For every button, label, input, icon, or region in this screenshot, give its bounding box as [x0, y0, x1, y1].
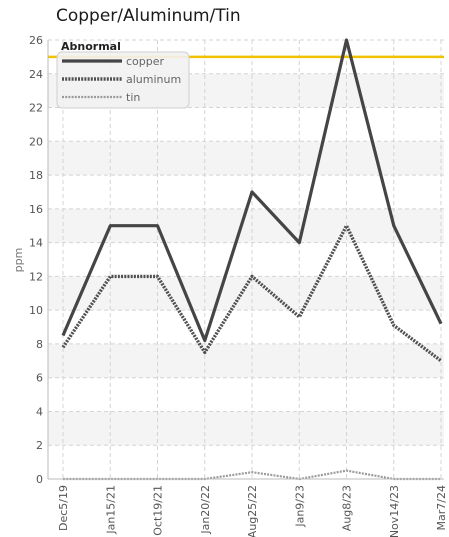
x-tick-label: Jan9/23 — [293, 485, 306, 528]
y-tick-label: 6 — [36, 372, 43, 385]
y-tick-label: 12 — [29, 270, 43, 283]
y-tick-label: 8 — [36, 338, 43, 351]
plot-background-bands — [48, 73, 444, 446]
legend[interactable]: Abnormal copper aluminum tin — [56, 40, 190, 109]
x-tick-label: Aug8/23 — [341, 485, 354, 531]
legend-label-aluminum: aluminum — [126, 73, 181, 86]
y-tick-label: 2 — [36, 439, 43, 452]
y-tick-label: 16 — [29, 203, 43, 216]
y-axis-title: ppm — [12, 248, 25, 273]
background-band — [48, 343, 444, 378]
legend-box — [56, 51, 190, 109]
y-tick-label: 20 — [29, 135, 43, 148]
x-tick-label: Nov14/23 — [388, 485, 401, 537]
x-tick-label: Jan20/22 — [199, 485, 212, 535]
y-tick-label: 4 — [36, 405, 43, 418]
background-band — [48, 141, 444, 176]
x-tick-label: Aug25/22 — [246, 485, 259, 537]
chart-title: Copper/Aluminum/Tin — [56, 6, 241, 26]
y-tick-label: 0 — [36, 473, 43, 486]
y-tick-label: 26 — [29, 34, 43, 47]
x-tick-labels: Dec5/19 Jan15/21 Oct19/21 Jan20/22 Aug25/22 J… — [57, 485, 448, 537]
y-tick-label: 14 — [29, 237, 43, 250]
y-tick-label: 24 — [29, 68, 43, 81]
x-tick-label: Oct19/21 — [152, 485, 165, 536]
background-band — [48, 411, 444, 446]
x-tick-label: Dec5/19 — [57, 485, 70, 531]
legend-label-tin: tin — [126, 91, 140, 104]
legend-abnormal-label: Abnormal — [61, 40, 121, 53]
y-tick-label: 22 — [29, 102, 43, 115]
legend-label-copper: copper — [126, 55, 165, 68]
x-tick-label: Jan15/21 — [104, 485, 117, 535]
y-tick-label: 18 — [29, 169, 43, 182]
y-tick-label: 10 — [29, 304, 43, 317]
x-tick-label: Mar7/24 — [435, 485, 448, 530]
axes-group — [47, 40, 444, 480]
